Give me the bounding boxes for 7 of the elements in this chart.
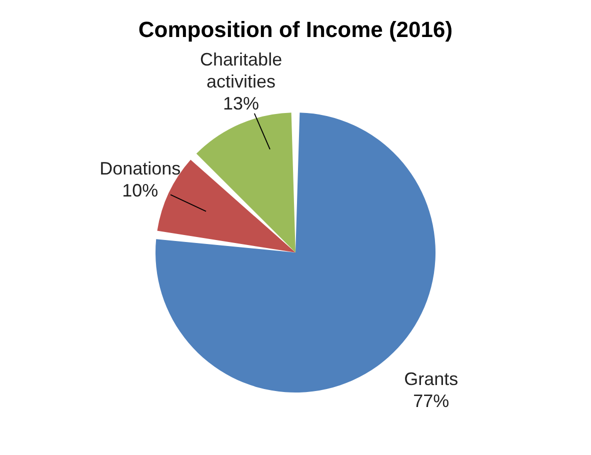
slice-label: Charitable activities bbox=[200, 50, 282, 92]
slice-label: Grants bbox=[404, 369, 458, 390]
chart-title: Composition of Income (2016) bbox=[138, 17, 453, 42]
slice-label: Donations bbox=[100, 158, 181, 178]
data-label: 77% bbox=[413, 391, 450, 412]
data-label: 10% bbox=[122, 180, 158, 200]
data-label: 13% bbox=[223, 94, 260, 114]
